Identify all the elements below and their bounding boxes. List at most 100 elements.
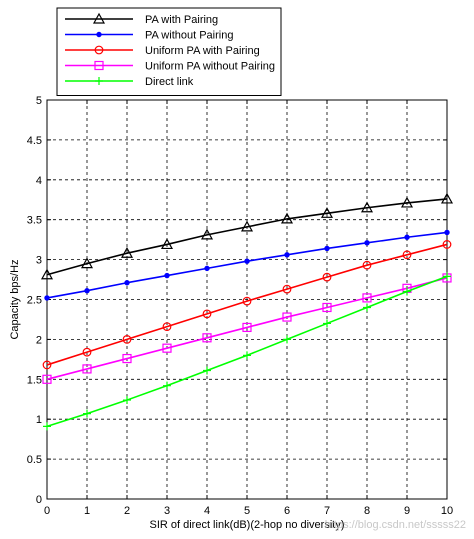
data-point: [362, 293, 372, 303]
data-point: [43, 422, 51, 431]
y-tick-label: 0.5: [27, 454, 42, 466]
data-point: [323, 319, 331, 328]
data-point: [242, 296, 252, 306]
y-tick-label: 0: [36, 494, 42, 506]
data-point: [200, 228, 214, 240]
data-point: [322, 272, 332, 282]
data-point: [160, 238, 174, 250]
y-axis-label: Capacity bps/Hz: [9, 259, 21, 339]
legend-swatch-marker: [94, 45, 104, 55]
data-point: [364, 240, 370, 246]
data-point: [360, 201, 374, 213]
data-point: [280, 212, 294, 224]
x-tick-label: 10: [441, 505, 453, 517]
legend-entry: Uniform PA without Pairing: [65, 61, 275, 73]
x-tick-label: 1: [84, 505, 90, 517]
data-point: [284, 252, 290, 258]
y-tick-label: 5: [36, 95, 42, 107]
series-line: [46, 198, 448, 276]
x-tick-label: 6: [284, 505, 290, 517]
legend: PA with Pairing PA without Pairing Uniform…: [56, 7, 282, 96]
y-tick-label: 1.5: [27, 374, 42, 386]
legend-swatch-marker: [95, 77, 103, 85]
legend-entry: Uniform PA with Pairing: [65, 45, 260, 57]
series-4: [42, 273, 452, 384]
legend-swatch-marker: [96, 31, 102, 38]
data-point: [80, 257, 94, 269]
y-tick-label: 1: [36, 414, 42, 426]
data-point: [120, 246, 134, 258]
legend-label: PA without Pairing: [145, 30, 233, 42]
y-tick-label: 3: [36, 255, 42, 267]
x-tick-label: 0: [44, 505, 50, 517]
x-tick-label: 9: [404, 505, 410, 517]
data-point: [320, 207, 334, 218]
legend-label: Direct link: [145, 76, 194, 88]
data-point: [202, 333, 212, 343]
data-point: [163, 381, 171, 390]
data-point: [122, 335, 132, 344]
data-point: [282, 312, 292, 322]
data-point: [44, 295, 50, 301]
legend-swatch-marker: [94, 60, 104, 71]
legend-swatch-marker: [92, 12, 106, 24]
legend-label: Uniform PA without Pairing: [145, 61, 275, 73]
y-tick-label: 3.5: [27, 215, 42, 227]
legend-entry: PA with Pairing: [65, 12, 218, 26]
data-point: [403, 287, 411, 296]
data-point: [162, 322, 172, 332]
data-point: [204, 265, 210, 272]
legend-label: PA with Pairing: [145, 14, 218, 26]
data-point: [404, 234, 410, 240]
data-point: [123, 396, 131, 405]
series-layer: [40, 192, 454, 431]
y-tick-label: 2.5: [27, 295, 42, 307]
data-point: [362, 260, 372, 270]
x-tick-label: 4: [204, 505, 210, 517]
x-tick-label: 5: [244, 505, 250, 517]
x-tick-label: 2: [124, 505, 130, 517]
data-point: [283, 335, 291, 344]
x-tick-label: 7: [324, 505, 330, 517]
data-point: [124, 280, 130, 286]
series-line: [46, 243, 448, 366]
data-point: [40, 268, 54, 280]
data-point: [243, 351, 251, 360]
axis-ticks: 0 1 2 3 4 5 6 7 8 9 10 0 0.5 1 1.5 2 2.5 3 3.5 4 4.5 5: [27, 95, 453, 517]
y-tick-label: 4.5: [27, 135, 42, 147]
data-point: [122, 353, 132, 364]
data-point: [282, 284, 292, 294]
data-point: [202, 309, 212, 319]
x-tick-label: 3: [164, 505, 170, 517]
data-point: [440, 192, 454, 204]
y-tick-label: 4: [36, 175, 42, 187]
series-1: [40, 192, 454, 280]
legend-entry: Direct link: [65, 76, 194, 88]
data-point: [42, 360, 52, 370]
data-point: [240, 220, 254, 232]
data-point: [203, 366, 211, 375]
data-point: [244, 258, 250, 264]
data-point: [400, 196, 414, 208]
data-point: [322, 302, 332, 313]
series-3: [42, 240, 452, 370]
series-5: [43, 272, 451, 431]
data-point: [164, 272, 170, 279]
data-point: [442, 240, 452, 249]
data-point: [42, 374, 52, 384]
watermark: https://blog.csdn.net/sssss22: [325, 519, 466, 531]
series-line: [46, 277, 448, 381]
grid: [47, 100, 447, 499]
data-point: [324, 245, 330, 252]
data-point: [82, 347, 92, 357]
x-tick-label: 8: [364, 505, 370, 517]
data-point: [242, 322, 252, 333]
data-point: [363, 303, 371, 312]
data-point: [84, 288, 90, 294]
series-2: [44, 229, 450, 301]
legend-label: Uniform PA with Pairing: [145, 45, 260, 57]
data-point: [444, 229, 450, 236]
data-point: [162, 343, 172, 353]
data-point: [443, 272, 451, 281]
